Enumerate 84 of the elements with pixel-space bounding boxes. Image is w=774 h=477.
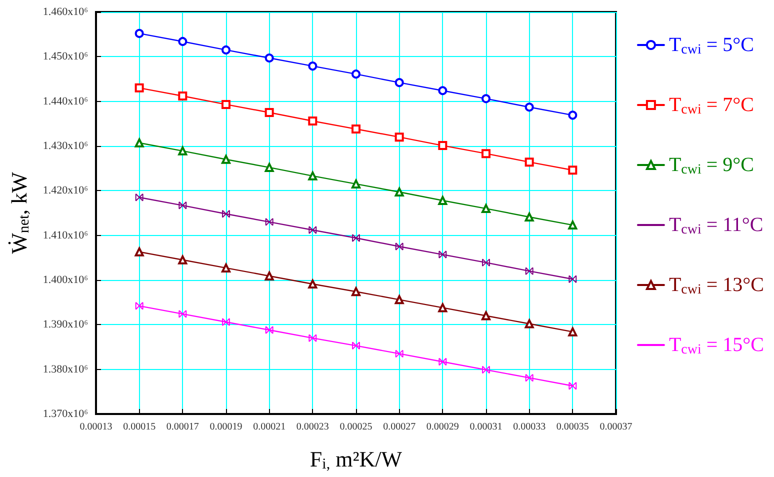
- point: [351, 179, 360, 188]
- point: [395, 350, 404, 358]
- y-tick-label: 1.410x10⁶: [42, 229, 88, 242]
- x-tick-label: 0.00019: [210, 422, 242, 432]
- point: [178, 36, 188, 46]
- y-axis-title: Ẇnet, kW: [6, 172, 32, 254]
- point: [352, 70, 360, 79]
- y-tick-label: 1.460x10⁶: [42, 6, 88, 18]
- point: [482, 258, 490, 267]
- point: [568, 110, 578, 120]
- point: [568, 382, 577, 390]
- point: [134, 247, 144, 256]
- y-tick-label: 1.450x10⁶: [42, 50, 88, 63]
- point: [308, 171, 318, 180]
- point: [481, 149, 490, 158]
- point: [264, 271, 274, 280]
- point: [264, 54, 274, 63]
- point: [135, 193, 144, 202]
- point: [265, 326, 274, 334]
- point: [134, 28, 144, 38]
- point: [524, 319, 534, 328]
- x-tick-label: 0.00027: [383, 422, 416, 432]
- x-tick-label: 0.00017: [166, 422, 199, 432]
- point: [178, 255, 188, 264]
- point: [438, 86, 448, 96]
- point: [221, 263, 230, 272]
- point: [134, 83, 144, 92]
- point: [308, 226, 317, 234]
- point: [438, 303, 448, 312]
- point: [481, 311, 490, 320]
- point: [352, 234, 360, 242]
- x-tick-label: 0.00021: [253, 422, 286, 432]
- point: [264, 108, 274, 117]
- point: [438, 358, 447, 366]
- x-tick-label: 0.00023: [296, 422, 329, 432]
- point: [568, 327, 578, 336]
- point: [351, 124, 360, 134]
- point: [222, 210, 230, 218]
- point: [525, 374, 534, 382]
- y-tick-label: 1.440x10⁶: [42, 95, 88, 108]
- point: [438, 250, 447, 259]
- point: [482, 94, 490, 104]
- point: [438, 141, 448, 150]
- y-tick-label: 1.380x10⁶: [42, 363, 88, 376]
- x-tick-label: 0.00015: [123, 422, 156, 432]
- point: [568, 166, 578, 175]
- x-tick-label: 0.00013: [80, 422, 112, 432]
- x-tick-label: 0.00037: [600, 422, 632, 432]
- x-tick-label: 0.00029: [426, 422, 459, 432]
- point: [394, 132, 404, 142]
- point: [482, 366, 490, 374]
- point: [178, 310, 187, 318]
- point: [265, 218, 274, 226]
- point: [438, 196, 448, 205]
- point: [222, 318, 230, 326]
- point: [178, 201, 187, 210]
- point: [352, 342, 360, 350]
- y-tick-label: 1.370x10⁶: [42, 408, 88, 420]
- y-tick-label: 1.400x10⁶: [42, 274, 88, 286]
- point: [308, 116, 318, 126]
- x-tick-label: 0.00035: [556, 422, 589, 432]
- x-tick-label: 0.00025: [340, 422, 372, 432]
- y-tick-label: 1.390x10⁶: [42, 318, 88, 331]
- point: [308, 62, 318, 71]
- y-tick-label: 1.430x10⁶: [42, 140, 88, 152]
- point: [524, 158, 534, 167]
- point: [395, 242, 404, 250]
- point: [221, 100, 230, 109]
- point: [134, 138, 144, 148]
- point: [221, 45, 230, 54]
- point: [394, 78, 404, 88]
- point: [568, 275, 577, 284]
- y-tick-label: 1.420x10⁶: [42, 184, 88, 197]
- point: [351, 287, 360, 296]
- point: [221, 154, 230, 164]
- point: [178, 91, 188, 100]
- x-tick-label: 0.00033: [513, 422, 546, 432]
- point: [178, 146, 188, 156]
- point: [524, 102, 534, 112]
- point: [264, 162, 274, 172]
- point: [308, 334, 317, 342]
- x-tick-label: 0.00031: [470, 422, 502, 432]
- point: [525, 267, 534, 276]
- point: [135, 302, 144, 310]
